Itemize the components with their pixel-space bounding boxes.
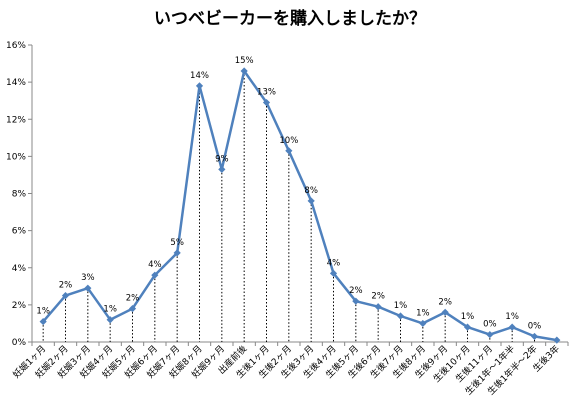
data-label: 9% bbox=[215, 154, 229, 164]
axes: 0% 2% 4% 6% 8% 10% 12% 14% 16% bbox=[6, 41, 569, 348]
data-labels: 1% 2% 3% 1% 2% 4% 5% 14% 9% 15% 13% 10% 8% 4% 2% 2% 1% 1%… bbox=[36, 56, 541, 331]
data-point bbox=[374, 303, 382, 311]
data-point bbox=[173, 249, 181, 257]
y-tick-label: 6% bbox=[12, 227, 27, 237]
y-tick-label: 2% bbox=[12, 301, 27, 311]
data-label: 13% bbox=[257, 88, 276, 98]
data-label: 10% bbox=[279, 136, 298, 146]
data-point bbox=[262, 98, 271, 107]
data-label: 14% bbox=[190, 71, 209, 81]
data-label: 1% bbox=[103, 305, 117, 315]
data-point bbox=[307, 197, 315, 205]
data-point bbox=[285, 147, 293, 155]
data-point bbox=[61, 291, 70, 300]
data-point bbox=[419, 319, 427, 328]
data-label: 3% bbox=[81, 273, 95, 283]
data-point bbox=[486, 330, 494, 339]
data-point bbox=[106, 316, 114, 324]
series-line bbox=[42, 69, 558, 342]
y-tick-label: 4% bbox=[12, 264, 27, 274]
data-label: 2% bbox=[438, 297, 452, 307]
data-point bbox=[508, 323, 516, 331]
data-point bbox=[553, 336, 561, 344]
data-label: 4% bbox=[148, 260, 162, 270]
data-point bbox=[128, 304, 137, 313]
data-point bbox=[195, 82, 204, 90]
data-label: 1% bbox=[461, 312, 475, 322]
data-label: 5% bbox=[170, 238, 184, 248]
data-label: 2% bbox=[371, 292, 385, 302]
y-tick-label: 12% bbox=[6, 115, 26, 125]
data-label: 1% bbox=[416, 308, 430, 318]
data-label: 1% bbox=[394, 301, 408, 311]
y-tick-label: 14% bbox=[6, 78, 26, 88]
y-tick-label: 16% bbox=[6, 41, 26, 51]
x-tick-labels: 妊娠1ヶ月妊娠2ヶ月妊娠3ヶ月妊娠4ヶ月妊娠5ヶ月妊娠6ヶ月妊娠7ヶ月妊娠8ヶ月… bbox=[10, 343, 562, 398]
drop-lines bbox=[42, 70, 558, 342]
data-label: 1% bbox=[36, 307, 50, 317]
data-point bbox=[463, 323, 472, 331]
data-point bbox=[84, 284, 92, 292]
data-point bbox=[329, 269, 338, 277]
data-label: 4% bbox=[327, 258, 341, 268]
data-label: 8% bbox=[304, 186, 318, 196]
chart-title: いつベビーカーを購入しましたか？ bbox=[154, 8, 426, 29]
data-point bbox=[441, 308, 449, 316]
data-point bbox=[240, 67, 248, 75]
y-tick-label: 8% bbox=[12, 190, 27, 200]
data-point bbox=[530, 332, 539, 341]
data-label: 0% bbox=[483, 320, 497, 330]
data-point bbox=[218, 165, 226, 173]
data-label: 2% bbox=[126, 294, 140, 304]
data-label: 2% bbox=[349, 286, 363, 296]
data-point bbox=[39, 317, 47, 326]
y-tick-label: 10% bbox=[6, 152, 26, 162]
data-label: 15% bbox=[235, 56, 254, 66]
data-point bbox=[151, 271, 159, 279]
data-label: 2% bbox=[59, 281, 73, 291]
data-label: 1% bbox=[505, 312, 519, 322]
series bbox=[39, 67, 561, 344]
data-label: 0% bbox=[528, 321, 542, 331]
data-point bbox=[352, 297, 360, 305]
y-tick-label: 0% bbox=[12, 338, 27, 348]
data-point bbox=[396, 312, 405, 320]
